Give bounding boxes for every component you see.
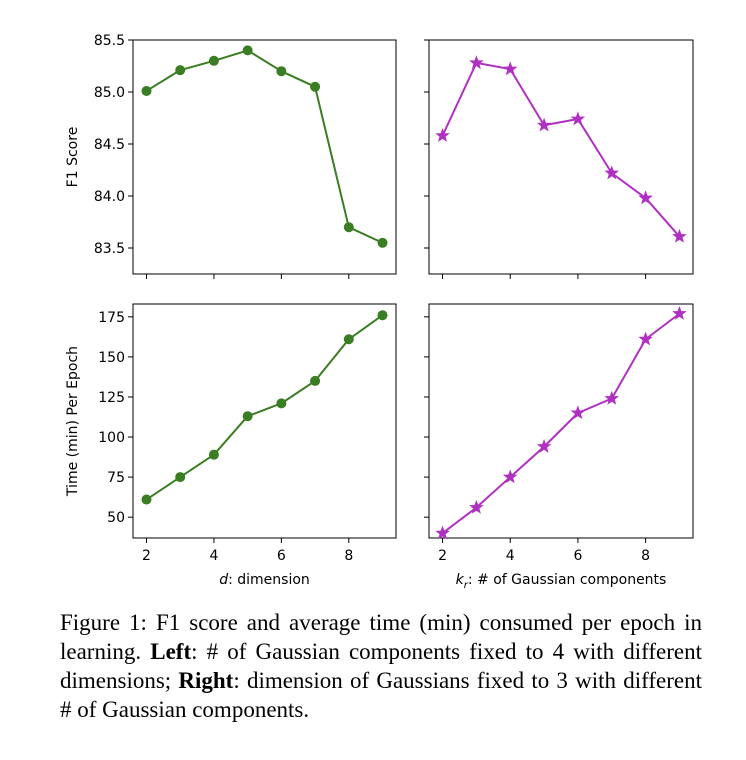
- y-tick-label: 85.5: [94, 33, 125, 49]
- y-tick-label: 175: [98, 310, 125, 326]
- x-tick-label: 2: [438, 548, 447, 564]
- data-point: [310, 81, 321, 92]
- plot-frame: [428, 303, 694, 539]
- caption-right-text: : dimension of Gaussians fixed to 3 with…: [60, 668, 702, 722]
- series-line: [145, 49, 383, 244]
- series-line: [441, 312, 681, 534]
- data-point: [310, 375, 321, 386]
- chart-time-vs-dimension: 50 75 100 125 150 175 2 4 6 8 Time (min) Per Epoch…: [65, 303, 397, 588]
- y-tick-label: 84.5: [94, 137, 125, 153]
- data-point: [502, 469, 518, 484]
- data-point: [570, 405, 586, 420]
- chart-f1-vs-dimension: 83.5 84.0 84.5 85.0 85.5 F1 Score: [65, 33, 397, 279]
- caption-right-label: Right: [178, 668, 234, 693]
- data-point: [208, 55, 219, 66]
- x-tick-label: 4: [209, 548, 218, 564]
- data-point: [604, 165, 620, 180]
- data-point: [377, 237, 388, 248]
- y-tick-label: 75: [107, 470, 125, 486]
- x-axis-label: d: dimension: [219, 572, 310, 588]
- plot-frame: [428, 39, 694, 275]
- x-tick-label: 6: [573, 548, 582, 564]
- y-tick-label: 50: [107, 510, 125, 526]
- data-point: [208, 449, 219, 460]
- data-point: [175, 65, 186, 76]
- y-axis-label: F1 Score: [65, 127, 81, 188]
- data-point: [343, 222, 354, 233]
- data-point: [343, 334, 354, 345]
- y-tick-label: 84.0: [94, 189, 125, 205]
- y-tick-label: 83.5: [94, 241, 125, 257]
- y-tick-label: 85.0: [94, 85, 125, 101]
- series-line: [441, 61, 681, 238]
- plot-frame: [132, 303, 397, 539]
- y-tick-label: 125: [98, 390, 125, 406]
- data-point: [435, 525, 450, 540]
- chart-f1-vs-components: [424, 39, 694, 279]
- data-point: [175, 472, 186, 483]
- data-point: [141, 494, 152, 505]
- x-tick-label: 8: [344, 548, 353, 564]
- data-point: [536, 117, 552, 132]
- figure-charts: 83.5 84.0 84.5 85.0 85.5 F1 Score 50 75 100 125 1…: [65, 33, 694, 591]
- x-axis-label: kr: # of Gaussian components: [456, 572, 667, 591]
- data-point: [638, 190, 653, 205]
- series-line: [145, 314, 384, 501]
- data-point: [469, 499, 484, 514]
- y-axis-label: Time (min) Per Epoch: [65, 346, 81, 497]
- data-point: [276, 66, 287, 77]
- caption-left-label: Left: [150, 639, 192, 664]
- data-point: [242, 45, 253, 56]
- data-point: [672, 228, 687, 243]
- data-point: [604, 390, 620, 405]
- caption-left-text: : # of Gaussian components fixed to 4 wi…: [60, 639, 702, 693]
- data-point: [570, 111, 586, 126]
- data-point: [536, 438, 552, 453]
- x-tick-label: 2: [142, 548, 151, 564]
- data-point: [638, 331, 653, 346]
- x-tick-label: 6: [277, 548, 286, 564]
- figure-caption: Figure 1: F1 score and average time (min…: [60, 608, 702, 724]
- data-point: [469, 55, 484, 70]
- data-point: [141, 85, 152, 96]
- data-point: [672, 305, 687, 320]
- y-tick-label: 100: [98, 430, 125, 446]
- chart-time-vs-components: 2 4 6 8 kr: # of Gaussian components: [424, 303, 694, 591]
- data-point: [377, 310, 388, 321]
- caption-prefix: Figure 1: F1 score and average time (min…: [60, 610, 702, 664]
- data-point: [502, 61, 518, 76]
- data-point: [242, 411, 253, 422]
- data-point: [276, 398, 287, 409]
- plot-frame: [132, 39, 397, 275]
- data-point: [435, 128, 450, 142]
- x-tick-label: 8: [641, 548, 650, 564]
- x-tick-label: 4: [506, 548, 515, 564]
- y-tick-label: 150: [98, 350, 125, 366]
